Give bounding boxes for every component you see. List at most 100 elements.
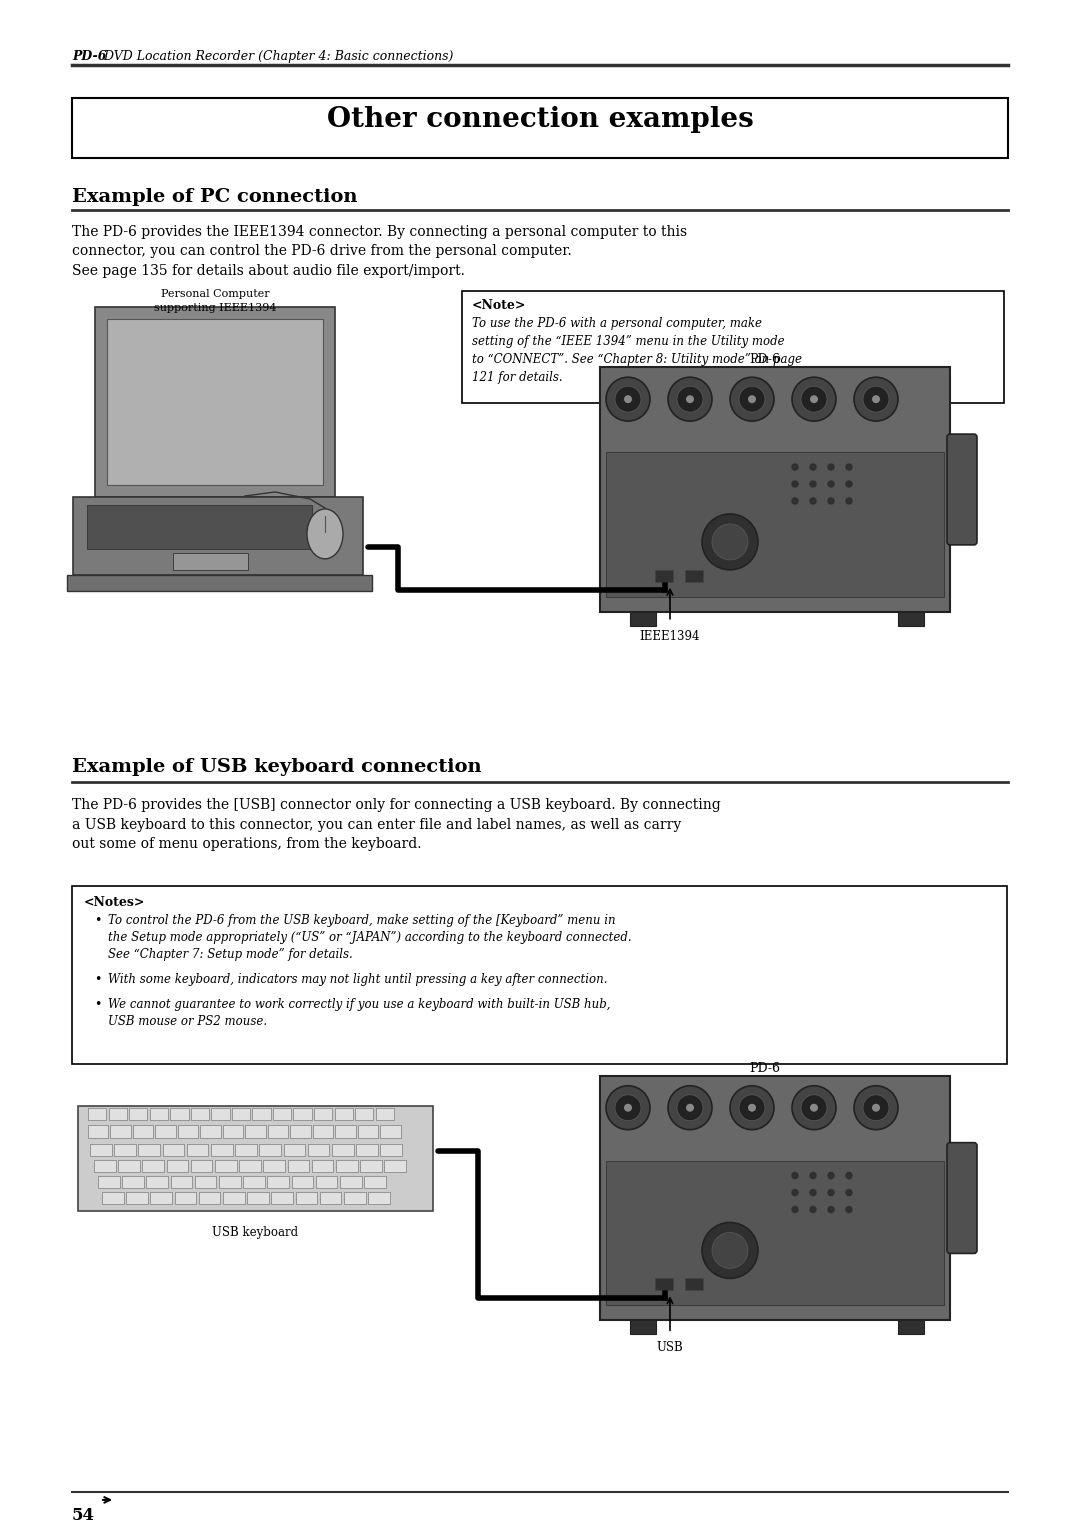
Circle shape (810, 1103, 818, 1112)
FancyBboxPatch shape (336, 1125, 355, 1138)
FancyBboxPatch shape (314, 1108, 333, 1120)
FancyBboxPatch shape (271, 1192, 293, 1204)
Polygon shape (173, 553, 248, 570)
Circle shape (809, 1189, 816, 1196)
FancyBboxPatch shape (187, 1143, 208, 1155)
FancyBboxPatch shape (199, 1192, 220, 1204)
FancyBboxPatch shape (143, 1160, 164, 1172)
FancyBboxPatch shape (222, 1192, 244, 1204)
FancyBboxPatch shape (211, 1143, 232, 1155)
Circle shape (801, 1094, 827, 1120)
FancyBboxPatch shape (150, 1192, 172, 1204)
Circle shape (615, 387, 642, 413)
FancyBboxPatch shape (147, 1175, 168, 1187)
Circle shape (792, 1086, 836, 1129)
Circle shape (606, 377, 650, 422)
FancyBboxPatch shape (171, 1175, 192, 1187)
FancyBboxPatch shape (376, 1108, 394, 1120)
FancyBboxPatch shape (654, 570, 673, 582)
FancyBboxPatch shape (247, 1192, 269, 1204)
Circle shape (606, 1086, 650, 1129)
Polygon shape (67, 575, 372, 591)
FancyBboxPatch shape (320, 1192, 341, 1204)
Circle shape (809, 1172, 816, 1180)
FancyBboxPatch shape (685, 570, 703, 582)
Circle shape (624, 1103, 632, 1112)
FancyBboxPatch shape (133, 1125, 153, 1138)
Polygon shape (87, 504, 312, 549)
FancyBboxPatch shape (947, 434, 977, 545)
FancyBboxPatch shape (364, 1175, 386, 1187)
FancyBboxPatch shape (78, 1106, 433, 1210)
FancyBboxPatch shape (356, 1143, 378, 1155)
FancyBboxPatch shape (313, 1125, 333, 1138)
FancyBboxPatch shape (201, 1125, 220, 1138)
FancyBboxPatch shape (102, 1192, 123, 1204)
Text: The PD-6 provides the [USB] connector only for connecting a USB keyboard. By con: The PD-6 provides the [USB] connector on… (72, 798, 720, 851)
Circle shape (712, 1233, 748, 1268)
FancyBboxPatch shape (94, 1160, 116, 1172)
Circle shape (809, 1206, 816, 1213)
Circle shape (791, 1189, 799, 1196)
Circle shape (827, 1189, 835, 1196)
Circle shape (854, 377, 897, 422)
FancyBboxPatch shape (191, 1160, 213, 1172)
Circle shape (686, 1103, 694, 1112)
Polygon shape (95, 307, 335, 497)
FancyBboxPatch shape (171, 1108, 189, 1120)
FancyBboxPatch shape (215, 1160, 237, 1172)
FancyBboxPatch shape (315, 1175, 337, 1187)
FancyBboxPatch shape (138, 1143, 160, 1155)
Circle shape (702, 513, 758, 570)
Circle shape (845, 1206, 853, 1213)
Text: DVD Location Recorder (Chapter 4: Basic connections): DVD Location Recorder (Chapter 4: Basic … (100, 50, 454, 63)
Circle shape (677, 1094, 703, 1120)
Text: USB keyboard: USB keyboard (212, 1227, 298, 1239)
Text: PD-6: PD-6 (750, 353, 781, 367)
FancyBboxPatch shape (335, 1108, 353, 1120)
FancyBboxPatch shape (163, 1143, 185, 1155)
Circle shape (748, 396, 756, 403)
FancyBboxPatch shape (332, 1143, 353, 1155)
Circle shape (863, 387, 889, 413)
FancyBboxPatch shape (212, 1108, 230, 1120)
Circle shape (801, 387, 827, 413)
FancyBboxPatch shape (897, 1320, 924, 1334)
FancyBboxPatch shape (264, 1160, 285, 1172)
Text: IEEE1394: IEEE1394 (639, 630, 700, 643)
FancyBboxPatch shape (630, 611, 656, 625)
FancyBboxPatch shape (194, 1175, 216, 1187)
FancyBboxPatch shape (222, 1125, 243, 1138)
Circle shape (702, 1222, 758, 1279)
Circle shape (791, 497, 799, 504)
Circle shape (730, 1086, 774, 1129)
FancyBboxPatch shape (380, 1143, 402, 1155)
FancyBboxPatch shape (90, 1143, 111, 1155)
Circle shape (845, 480, 853, 487)
FancyBboxPatch shape (368, 1192, 390, 1204)
FancyBboxPatch shape (232, 1108, 251, 1120)
Circle shape (863, 1094, 889, 1120)
FancyBboxPatch shape (156, 1125, 176, 1138)
Circle shape (872, 1103, 880, 1112)
Circle shape (845, 497, 853, 504)
FancyBboxPatch shape (87, 1108, 106, 1120)
Circle shape (809, 480, 816, 487)
Circle shape (791, 463, 799, 471)
Circle shape (827, 1172, 835, 1180)
FancyBboxPatch shape (287, 1160, 309, 1172)
Ellipse shape (307, 509, 343, 559)
Text: Example of PC connection: Example of PC connection (72, 188, 357, 206)
Polygon shape (73, 497, 363, 575)
Polygon shape (107, 319, 323, 484)
Text: PD-6: PD-6 (750, 1062, 781, 1074)
FancyBboxPatch shape (253, 1108, 271, 1120)
FancyBboxPatch shape (98, 1175, 120, 1187)
Circle shape (809, 463, 816, 471)
FancyBboxPatch shape (118, 1160, 139, 1172)
FancyBboxPatch shape (384, 1160, 406, 1172)
Text: Other connection examples: Other connection examples (326, 107, 754, 133)
FancyBboxPatch shape (110, 1125, 131, 1138)
Circle shape (677, 387, 703, 413)
FancyBboxPatch shape (72, 886, 1007, 1063)
